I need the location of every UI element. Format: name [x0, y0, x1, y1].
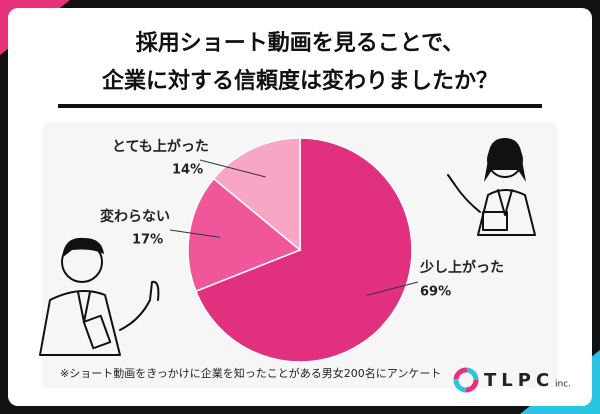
logo: TLPC inc. — [453, 367, 571, 393]
chart-title: 企業に対する信頼度は変わりましたか？ — [101, 68, 498, 94]
pie-slice — [212, 137, 301, 252]
footnote: ※ショート動画をきっかけに企業を知ったことがある男女200名にアンケート — [60, 366, 441, 380]
logo-suffix: inc. — [555, 380, 571, 390]
chart-title: 採用ショート動画を見ることで、 — [136, 31, 464, 56]
leader-line — [169, 229, 221, 238]
pie-slice — [194, 137, 413, 363]
slice-label: 変わらない — [100, 208, 170, 225]
slice-label: とても上がった — [112, 138, 209, 155]
slice-value: 14% — [172, 163, 203, 178]
slice-value: 17% — [132, 233, 163, 248]
slice-value: 69% — [420, 285, 451, 300]
leader-line — [199, 159, 266, 178]
illustration-man — [39, 237, 160, 356]
slice-label: 少し上がった — [419, 259, 504, 276]
illustration-woman — [447, 138, 536, 236]
pie — [187, 137, 413, 363]
title-underline — [58, 104, 542, 108]
leader-line — [366, 281, 419, 296]
logo-text: TLPC — [484, 370, 554, 391]
